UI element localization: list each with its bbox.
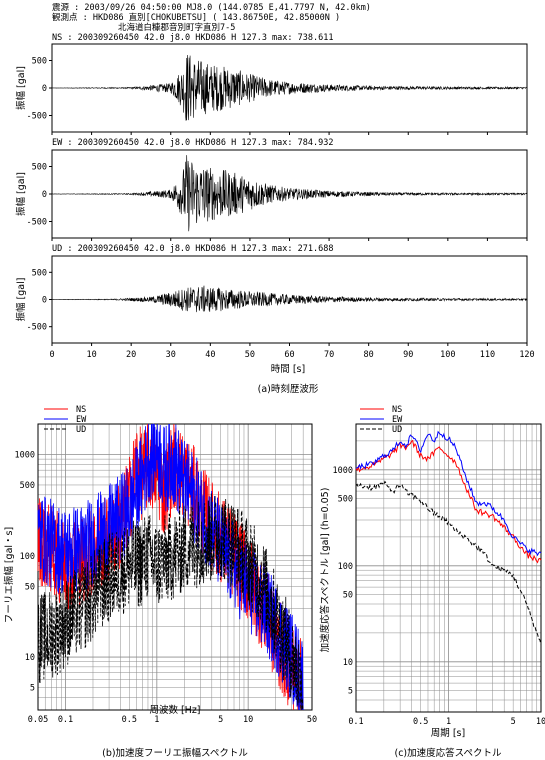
waveform-ew-trace [51, 155, 528, 232]
time-xtick-label: 100 [440, 350, 455, 360]
waveform-ns-ylabel: 振幅 [gal] [15, 66, 27, 110]
waveform-ud-ytick-label: 0 [42, 296, 47, 306]
fourier-spectrum-xtick-label: 0.05 [28, 715, 48, 725]
waveform-ns-ytick-label: -500 [27, 112, 47, 122]
caption-a: (a)時刻歴波形 [258, 383, 319, 395]
waveform-ew-ylabel: 振幅 [gal] [15, 172, 27, 216]
response-y-axis-label: 加速度応答スペクトル [gal] (h=0.05) [319, 488, 331, 653]
header-line-3: 北海道白糠郡音別町字直別7-5 [118, 22, 235, 33]
response-spectrum-series-ew [355, 430, 542, 557]
fourier-spectrum-ytick-label: 500 [20, 481, 35, 491]
fourier-spectrum-series-ud [37, 493, 304, 711]
response-spectrum-xtick-label: 1 [446, 717, 451, 727]
response-spectrum-legend-label: NS [392, 405, 402, 415]
time-xtick-label: 70 [324, 350, 334, 360]
fourier-spectrum-ytick-label: 1000 [15, 450, 35, 460]
fourier-spectrum-legend-label: UD [76, 425, 86, 435]
fourier-spectrum-xtick-label: 0.5 [122, 715, 137, 725]
time-xtick-label: 40 [205, 350, 215, 360]
waveform-ew-ytick-label: 500 [32, 163, 47, 173]
response-spectrum-frame [355, 423, 542, 713]
waveform-ns-trace [51, 55, 528, 121]
waveform-ns-panel: NS : 200309260450 42.0 j8.0 HKD086 H 127… [15, 33, 528, 135]
response-spectrum-ytick-label: 1000 [333, 466, 353, 476]
response-spectrum-ytick-label: 5 [348, 687, 353, 697]
fourier-y-axis-label: フーリエ振幅 [gal・s] [3, 527, 15, 623]
caption-c: (c)加速度応答スペクトル [395, 747, 502, 759]
time-xtick-label: 50 [245, 350, 255, 360]
fourier-spectrum-xtick-label: 5 [218, 715, 223, 725]
response-spectrum-ytick-label: 100 [338, 562, 353, 572]
fourier-spectrum-xtick-label: 50 [307, 715, 317, 725]
fourier-spectrum-legend-label: NS [76, 405, 86, 415]
fourier-x-axis-label: 周波数 [Hz] [149, 704, 200, 716]
fourier-spectrum-ytick-label: 50 [25, 582, 35, 592]
response-spectrum-series-ud [355, 480, 542, 645]
waveform-ud-panel: UD : 200309260450 42.0 j8.0 HKD086 H 127… [15, 244, 535, 360]
waveform-ud-trace [51, 285, 528, 313]
time-xtick-label: 60 [284, 350, 294, 360]
fourier-spectrum-xtick-label: 1 [154, 715, 159, 725]
waveform-ud-ylabel: 振幅 [gal] [15, 278, 27, 322]
waveform-ew-label: EW : 200309260450 42.0 j8.0 HKD086 H 127… [52, 138, 333, 148]
waveform-ud-label: UD : 200309260450 42.0 j8.0 HKD086 H 127… [52, 244, 333, 254]
caption-b: (b)加速度フーリエ振幅スペクトル [102, 747, 248, 759]
time-xtick-label: 0 [49, 350, 54, 360]
response-spectrum-ytick-label: 500 [338, 495, 353, 505]
response-spectrum-ytick-label: 10 [343, 658, 353, 668]
response-spectrum-xtick-label: 10 [536, 717, 545, 727]
response-spectrum-ytick-label: 50 [343, 591, 353, 601]
response-spectrum-xtick-label: 0.5 [413, 717, 428, 727]
response-spectrum-legend-label: EW [392, 415, 403, 425]
waveform-ns-ytick-label: 500 [32, 57, 47, 67]
fourier-spectrum-ytick-label: 10 [25, 653, 35, 663]
waveform-ns-label: NS : 200309260450 42.0 j8.0 HKD086 H 127… [52, 33, 333, 43]
fourier-spectrum-legend-label: EW [76, 415, 87, 425]
response-x-axis-label: 周期 [s] [431, 728, 465, 739]
response-spectrum-xtick-label: 5 [511, 717, 516, 727]
time-xtick-label: 90 [403, 350, 413, 360]
time-xtick-label: 120 [519, 350, 534, 360]
fourier-spectrum-xtick-label: 0.1 [58, 715, 73, 725]
header: 震源 : 2003/09/26 04:50:00 MJ8.0 (144.0785… [52, 3, 371, 33]
time-xtick-label: 80 [364, 350, 374, 360]
waveform-ew-ytick-label: 0 [42, 190, 47, 200]
fourier-spectrum-xtick-label: 10 [243, 715, 253, 725]
time-xtick-label: 10 [86, 350, 96, 360]
waveform-ew-panel: EW : 200309260450 42.0 j8.0 HKD086 H 127… [15, 138, 528, 241]
header-line-1: 震源 : 2003/09/26 04:50:00 MJ8.0 (144.0785… [52, 3, 371, 13]
waveform-ud-ytick-label: -500 [27, 323, 47, 333]
time-xtick-label: 20 [126, 350, 136, 360]
response-spectrum-legend-label: UD [392, 425, 402, 435]
time-axis-label: 時間 [s] [271, 364, 305, 375]
time-xtick-label: 110 [480, 350, 495, 360]
fourier-spectrum-ytick-label: 100 [20, 552, 35, 562]
waveform-ns-ytick-label: 0 [42, 84, 47, 94]
fourier-spectrum-ytick-label: 5 [30, 684, 35, 694]
time-xtick-label: 30 [166, 350, 176, 360]
waveform-ud-ytick-label: 500 [32, 268, 47, 278]
waveform-ew-ytick-label: -500 [27, 218, 47, 228]
response-spectrum-xtick-label: 0.1 [348, 717, 363, 727]
header-line-2: 観測点 : HKD086 直別[CHOKUBETSU] ( 143.86750E… [52, 12, 340, 23]
